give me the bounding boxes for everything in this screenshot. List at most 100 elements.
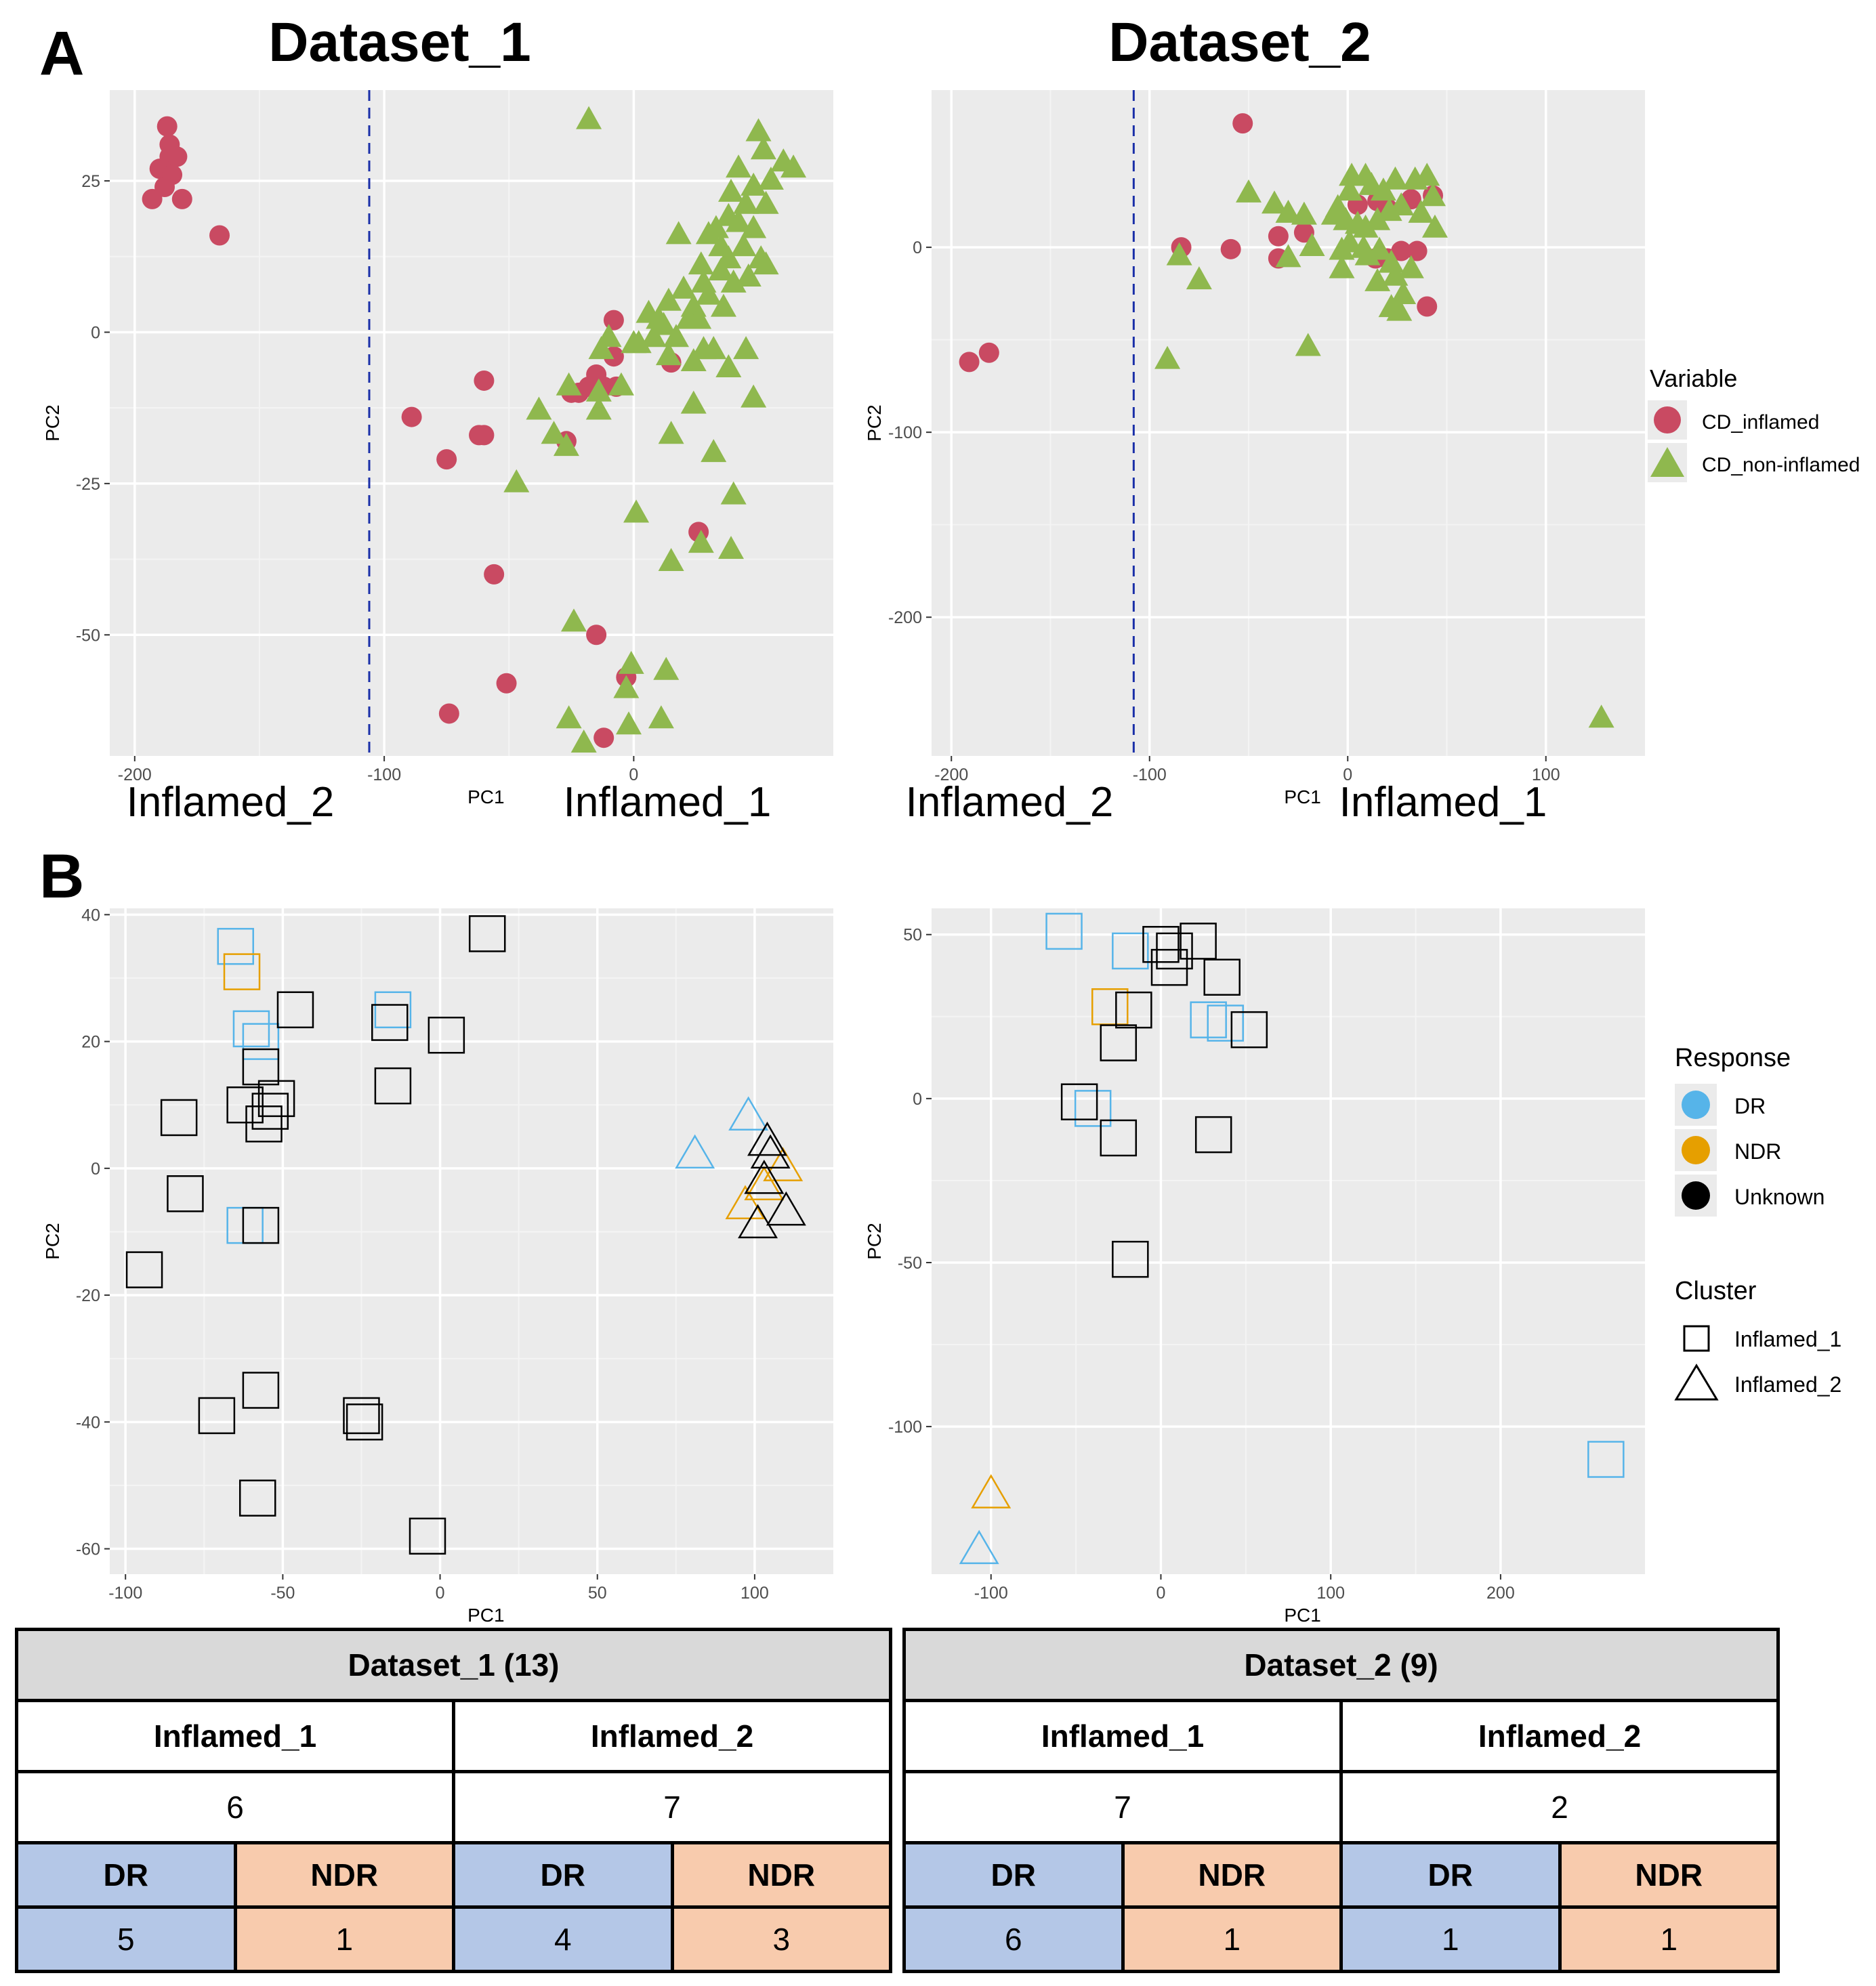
data-point-circle — [167, 146, 188, 167]
y-tick-label: -60 — [76, 1540, 100, 1559]
data-point-triangle — [1337, 177, 1363, 201]
data-point-triangle — [680, 390, 707, 414]
data-point-square — [1115, 991, 1152, 1029]
legend-response-title: Response — [1675, 1044, 1791, 1072]
data-point-triangle — [576, 106, 602, 129]
data-point-square — [167, 1175, 204, 1212]
data-point-square — [1074, 1090, 1112, 1127]
data-point-triangle — [695, 281, 722, 305]
data-point-square — [374, 1067, 412, 1105]
data-point-circle — [1268, 226, 1289, 247]
data-point-triangle — [720, 481, 747, 505]
data-point-square — [1203, 958, 1241, 996]
data-point-triangle — [1420, 183, 1446, 207]
data-point-square — [1150, 948, 1188, 986]
x-tick-label: 50 — [588, 1584, 607, 1603]
data-point-triangle — [1291, 201, 1317, 225]
y-tick-label: -25 — [76, 475, 100, 494]
response-label-dr: DR — [452, 1841, 674, 1909]
data-point-triangle — [613, 675, 640, 698]
data-point-square — [242, 1372, 280, 1409]
data-point-square — [160, 1099, 198, 1137]
data-point-circle — [1406, 240, 1427, 261]
plot-dataset-1-response: -100 -50 0 50 100 40 20 0 -20 -40 -60 PC1 PC2 — [42, 906, 833, 1626]
data-point-square — [1112, 1240, 1149, 1278]
response-count: 3 — [670, 1905, 892, 1973]
data-point-triangle — [1337, 229, 1363, 253]
response-label-ndr: NDR — [1558, 1841, 1780, 1909]
x-tick-label: 0 — [629, 765, 638, 784]
data-point-triangle — [1262, 190, 1288, 214]
cluster-total: 7 — [452, 1770, 892, 1844]
data-point-circle — [1293, 222, 1314, 243]
legend-dr-marker — [1682, 1091, 1710, 1119]
data-point-triangle — [745, 118, 772, 142]
y-tick-label: -200 — [888, 608, 922, 627]
legend-item-unknown: Unknown — [1734, 1185, 1825, 1209]
data-point-square — [198, 1397, 236, 1435]
table-title: Dataset_2 (9) — [902, 1628, 1780, 1702]
data-point-triangle — [608, 372, 634, 396]
data-point-triangle — [718, 178, 745, 202]
data-point-square — [1230, 1011, 1268, 1049]
cluster-total: 7 — [902, 1770, 1343, 1844]
data-point-circle — [154, 176, 175, 197]
panel-label-b: B — [39, 842, 84, 911]
legend-item-inflamed-1: Inflamed_1 — [1734, 1327, 1841, 1351]
response-count: 5 — [15, 1905, 237, 1973]
legend-unknown-marker — [1682, 1181, 1710, 1210]
panel-label-a: A — [39, 19, 84, 88]
data-point-square — [242, 1048, 280, 1086]
data-point-triangle — [738, 1204, 778, 1239]
data-point-triangle — [680, 348, 707, 372]
data-point-triangle — [1186, 266, 1212, 290]
data-point-square — [1100, 1119, 1138, 1157]
data-point-square — [1045, 912, 1083, 950]
data-point-circle — [978, 342, 999, 363]
data-point-triangle — [959, 1529, 999, 1565]
data-point-circle — [157, 116, 178, 137]
data-point-triangle — [741, 172, 767, 196]
y-axis-label: PC2 — [864, 404, 885, 441]
data-point-circle — [142, 188, 163, 209]
data-point-circle — [474, 425, 495, 446]
y-axis-label: PC2 — [42, 1223, 63, 1259]
region-label-right: Inflamed_1 — [564, 779, 772, 826]
data-point-triangle — [1414, 163, 1440, 186]
data-point-circle — [1232, 113, 1253, 134]
data-point-square — [257, 1080, 295, 1118]
data-point-triangle — [1329, 255, 1355, 278]
data-point-triangle — [1382, 262, 1409, 286]
data-point-triangle — [753, 251, 779, 275]
legend-cluster-title: Cluster — [1675, 1277, 1757, 1305]
plot-dataset-2-pca: -200 -100 0 100 0 -100 -200 PC1 PC2 Dataset_2 Infl… — [864, 12, 1645, 826]
x-tick-label: 100 — [1532, 765, 1560, 784]
legend-cluster: Cluster Inflamed_1 Inflamed_2 — [1674, 1277, 1841, 1401]
data-point-square — [1142, 926, 1180, 963]
data-point-square — [245, 1105, 283, 1143]
data-point-circle — [401, 406, 422, 427]
data-point-triangle — [653, 656, 680, 680]
data-point-triangle — [1354, 242, 1381, 266]
response-label-dr: DR — [1339, 1841, 1562, 1909]
data-point-square — [346, 1403, 383, 1441]
legend-triangle-outline-marker — [1674, 1364, 1719, 1401]
legend-item-cd-non-inflamed: CD_non-inflamed — [1702, 454, 1860, 476]
data-point-circle — [959, 352, 980, 373]
data-point-triangle — [1378, 249, 1404, 273]
data-point-triangle — [556, 372, 582, 396]
legend-ndr-marker — [1682, 1136, 1710, 1164]
data-point-triangle — [1390, 281, 1417, 305]
data-point-triangle — [658, 547, 684, 571]
legend-item-dr: DR — [1734, 1094, 1766, 1118]
data-point-triangle — [1320, 201, 1347, 225]
data-point-triangle — [1398, 255, 1424, 278]
data-point-square — [226, 1086, 264, 1124]
y-tick-label: 25 — [81, 172, 100, 191]
data-point-circle — [474, 370, 495, 391]
response-label-dr: DR — [902, 1841, 1125, 1909]
response-count: 1 — [1558, 1905, 1780, 1973]
plot-background — [932, 908, 1645, 1574]
data-point-triangle — [733, 336, 759, 360]
y-tick-label: -100 — [888, 423, 922, 442]
